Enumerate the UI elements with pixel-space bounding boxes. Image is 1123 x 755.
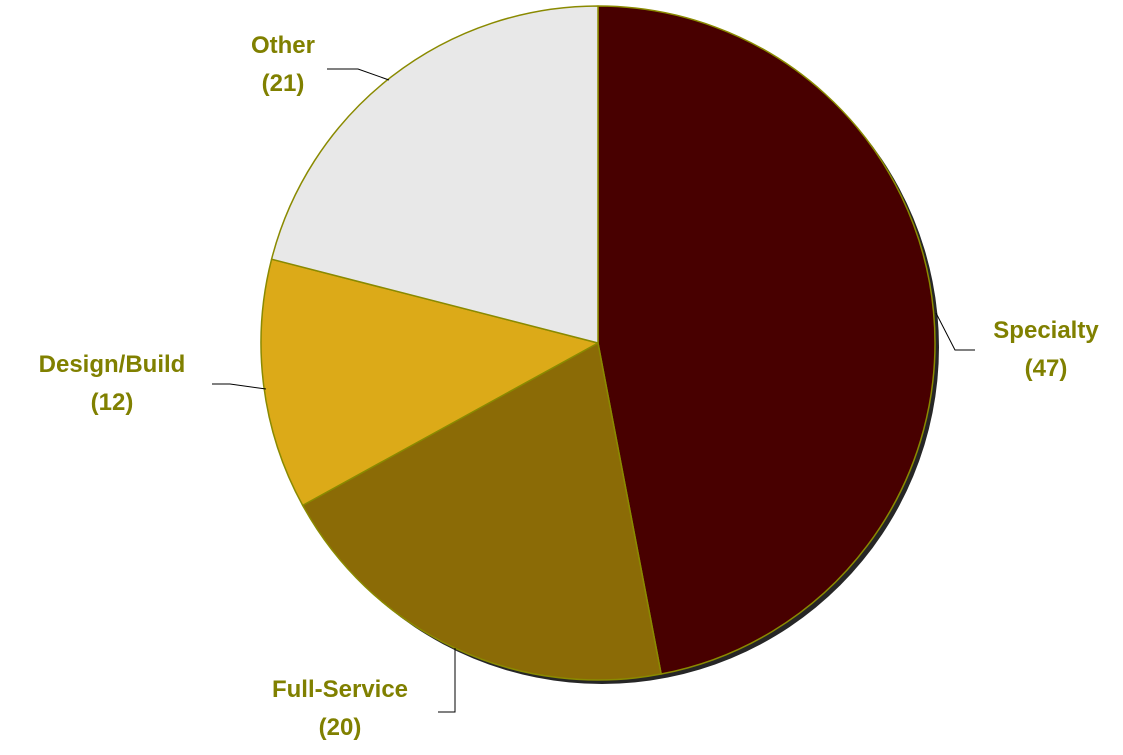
slice-value-full-service: (20) — [319, 714, 362, 741]
leader-line-design-build — [212, 383, 267, 390]
slice-label-design-build: Design/Build — [39, 351, 186, 378]
slice-label-other: Other — [251, 32, 315, 59]
leader-lines — [212, 68, 975, 713]
pie-slice-other — [270, 5, 599, 344]
leader-line-specialty — [935, 312, 975, 351]
slice-value-other: (21) — [262, 70, 305, 97]
leader-line-full-service — [438, 648, 456, 713]
slice-label-full-service: Full-Service — [272, 676, 408, 703]
pie-slice-specialty — [597, 5, 936, 675]
slice-label-specialty: Specialty — [993, 317, 1099, 344]
pie-slices — [260, 5, 939, 684]
pie-slice-full-service — [301, 342, 662, 681]
leader-line-other — [327, 68, 390, 81]
pie-slice-design-build — [260, 258, 599, 507]
slice-value-design-build: (12) — [91, 389, 134, 416]
slice-value-specialty: (47) — [1025, 355, 1068, 382]
slice-labels: Specialty (47) Full-Service (20) Design/Buil… — [39, 32, 1100, 741]
